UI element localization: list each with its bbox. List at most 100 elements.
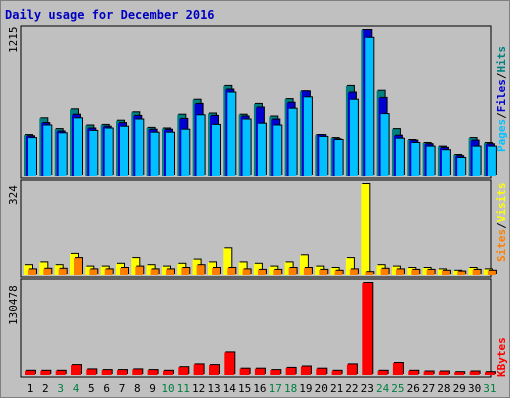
bar-pages-day-22-fill	[349, 99, 358, 176]
bar-kbytes-day-27-fill	[423, 371, 434, 375]
bar-pages-day-6	[104, 127, 114, 176]
bar-pages-day-14-fill	[227, 92, 236, 176]
bar-kbytes-day-20-fill	[316, 368, 327, 375]
bar-pages-day-22	[349, 98, 359, 176]
day-label-2: 2	[42, 382, 49, 395]
legend-sep: /	[495, 222, 508, 229]
bar-kbytes-day-6	[101, 369, 113, 375]
bar-kbytes-day-13	[209, 364, 220, 375]
bar-kbytes-day-13-fill	[209, 365, 219, 375]
bar-kbytes-day-24	[377, 369, 389, 375]
bar-sites-day-17-fill	[273, 269, 282, 275]
bar-sites-day-3	[58, 267, 68, 275]
bar-sites-day-5-fill	[89, 269, 98, 275]
chart-marks	[24, 29, 497, 375]
bar-visits-day-2	[39, 261, 49, 275]
bar-sites-day-7	[120, 267, 129, 275]
bar-kbytes-day-15	[239, 367, 251, 375]
bar-pages-day-9	[150, 131, 160, 176]
bar-sites-day-16	[257, 268, 267, 275]
bar-pages-day-14	[227, 91, 237, 176]
bar-sites-day-6	[104, 268, 114, 275]
bar-pages-day-26	[411, 142, 421, 176]
bar-pages-day-4-fill	[74, 118, 82, 176]
day-label-7: 7	[119, 382, 126, 395]
day-label-27: 27	[422, 382, 435, 395]
bar-kbytes-day-23-fill	[362, 283, 373, 375]
bar-sites-day-29-fill	[457, 271, 466, 275]
bar-visits-day-23	[361, 183, 371, 275]
bar-sites-day-13-fill	[212, 268, 220, 275]
bar-pages-day-24	[380, 113, 390, 176]
bar-pages-day-25-fill	[395, 138, 404, 176]
bar-pages-day-8-fill	[135, 119, 144, 176]
ymax-label-kbytes: 130478	[7, 285, 20, 325]
bar-visits-day-19-fill	[299, 255, 308, 275]
bar-kbytes-day-4-fill	[71, 365, 81, 375]
bar-sites-day-2	[43, 267, 53, 275]
bar-kbytes-day-21	[331, 369, 343, 375]
day-label-28: 28	[437, 382, 450, 395]
bar-sites-day-17	[273, 268, 283, 275]
panel-visits-sites: 324 Sites/Visits	[7, 179, 508, 278]
bar-kbytes-day-22	[346, 363, 358, 375]
bar-sites-day-11	[181, 267, 191, 275]
bar-sites-day-29	[457, 270, 467, 275]
bar-pages-day-21	[334, 139, 344, 176]
bar-visits-day-19	[299, 254, 309, 275]
bar-sites-day-15-fill	[242, 269, 251, 275]
bar-kbytes-day-3-fill	[55, 370, 66, 375]
bar-pages-day-11	[181, 128, 191, 176]
panel-visits-sites-frame	[20, 179, 492, 278]
bar-kbytes-day-11-fill	[178, 367, 189, 375]
day-labels: 1 2 3 4 5 6 7 8 9 10 11 12 13 14 15 16 17 18 19 20 21 22 23 24 2…	[27, 382, 497, 395]
bar-sites-day-19-fill	[303, 268, 312, 275]
bar-kbytes-day-19-fill	[300, 366, 311, 375]
legend-pages-files-hits: Pages/Files/Hits	[495, 46, 508, 152]
bar-sites-day-20	[319, 268, 329, 275]
bar-sites-day-2-fill	[43, 268, 52, 275]
bar-pages-day-6-fill	[104, 128, 113, 176]
bar-kbytes-day-31-fill	[484, 372, 495, 375]
bar-sites-day-3-fill	[58, 268, 67, 275]
bar-pages-day-30-fill	[472, 146, 481, 176]
day-label-9: 9	[149, 382, 156, 395]
bar-sites-day-11-fill	[181, 268, 190, 275]
bar-visits-day-22-fill	[345, 258, 354, 275]
bar-kbytes-day-1-fill	[25, 370, 35, 375]
bar-pages-day-13	[212, 123, 221, 176]
bar-kbytes-day-7-fill	[117, 370, 127, 375]
bar-sites-day-15	[242, 268, 252, 275]
bar-sites-day-1-fill	[28, 269, 36, 275]
bar-kbytes-day-28	[438, 370, 450, 375]
day-label-15: 15	[238, 382, 251, 395]
bar-sites-day-9	[150, 268, 160, 275]
day-label-17: 17	[269, 382, 282, 395]
bar-kbytes-day-26	[408, 369, 420, 375]
day-label-3: 3	[57, 382, 64, 395]
bar-sites-day-22	[349, 268, 359, 275]
bar-pages-day-31-fill	[487, 146, 496, 176]
bar-pages-day-18-fill	[288, 108, 297, 176]
bar-sites-day-21	[334, 269, 344, 275]
bar-pages-day-26-fill	[411, 143, 420, 176]
bar-pages-day-13-fill	[212, 124, 220, 176]
day-label-21: 21	[330, 382, 343, 395]
bar-sites-day-28	[441, 269, 451, 275]
bar-sites-day-27-fill	[426, 269, 435, 275]
bar-pages-day-28	[441, 149, 451, 176]
bar-sites-day-31-fill	[487, 270, 496, 275]
day-label-19: 19	[299, 382, 312, 395]
bar-sites-day-8-fill	[135, 266, 144, 275]
panel-kbytes-frame	[20, 278, 492, 378]
bar-visits-day-23-fill	[361, 184, 370, 275]
bar-kbytes-day-15-fill	[239, 368, 250, 375]
day-label-20: 20	[315, 382, 328, 395]
bar-pages-day-27-fill	[426, 146, 435, 176]
bar-visits-day-8	[131, 257, 141, 275]
bar-kbytes-day-24-fill	[377, 370, 388, 375]
bar-pages-day-16	[257, 122, 267, 176]
bar-sites-day-7-fill	[120, 268, 128, 275]
day-label-1: 1	[27, 382, 34, 395]
